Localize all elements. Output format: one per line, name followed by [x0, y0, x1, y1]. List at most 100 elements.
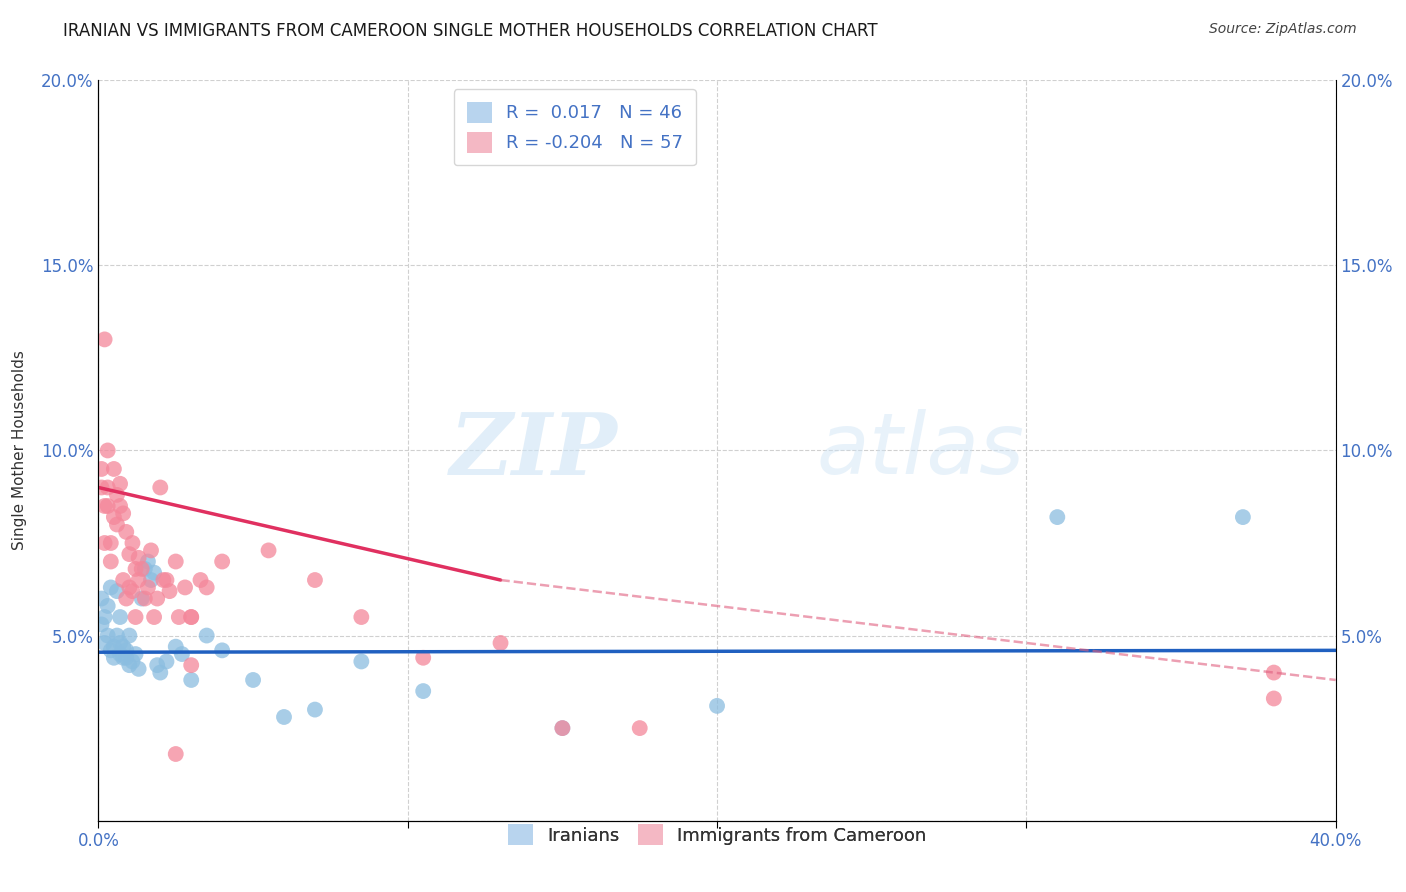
Point — [90, 462, 112, 476]
Point — [273, 710, 295, 724]
Point — [1046, 510, 1069, 524]
Point — [121, 655, 143, 669]
Point — [112, 573, 135, 587]
Point — [100, 554, 122, 569]
Point — [128, 573, 150, 587]
Point — [195, 581, 218, 595]
Point — [105, 517, 128, 532]
Point — [149, 665, 172, 680]
Y-axis label: Single Mother Households: Single Mother Households — [13, 351, 27, 550]
Point — [128, 662, 150, 676]
Point — [103, 510, 125, 524]
Point — [97, 481, 120, 495]
Point — [112, 650, 135, 665]
Point — [165, 554, 187, 569]
Point — [115, 524, 138, 539]
Point — [1263, 691, 1285, 706]
Point — [90, 617, 112, 632]
Point — [304, 703, 326, 717]
Point — [97, 599, 120, 613]
Point — [115, 643, 138, 657]
Point — [180, 610, 202, 624]
Point — [139, 573, 162, 587]
Point — [121, 584, 143, 599]
Point — [706, 698, 728, 713]
Point — [108, 610, 131, 624]
Point — [118, 628, 141, 642]
Point — [136, 554, 159, 569]
Point — [90, 481, 112, 495]
Point — [180, 673, 202, 687]
Point — [489, 636, 512, 650]
Point — [167, 610, 190, 624]
Point — [152, 573, 174, 587]
Point — [174, 581, 197, 595]
Point — [412, 684, 434, 698]
Point — [93, 536, 115, 550]
Point — [93, 332, 115, 346]
Point — [118, 547, 141, 561]
Point — [149, 481, 172, 495]
Point — [103, 640, 125, 654]
Text: Source: ZipAtlas.com: Source: ZipAtlas.com — [1209, 22, 1357, 37]
Point — [115, 650, 138, 665]
Point — [350, 655, 373, 669]
Point — [115, 591, 138, 606]
Point — [350, 610, 373, 624]
Point — [1232, 510, 1254, 524]
Point — [93, 610, 115, 624]
Point — [139, 543, 162, 558]
Legend: Iranians, Immigrants from Cameroon: Iranians, Immigrants from Cameroon — [501, 817, 934, 853]
Point — [128, 550, 150, 565]
Point — [211, 554, 233, 569]
Point — [97, 443, 120, 458]
Text: IRANIAN VS IMMIGRANTS FROM CAMEROON SINGLE MOTHER HOUSEHOLDS CORRELATION CHART: IRANIAN VS IMMIGRANTS FROM CAMEROON SING… — [63, 22, 877, 40]
Point — [136, 581, 159, 595]
Point — [195, 628, 218, 642]
Point — [134, 591, 156, 606]
Text: atlas: atlas — [815, 409, 1024, 492]
Point — [180, 610, 202, 624]
Point — [159, 584, 181, 599]
Point — [146, 591, 169, 606]
Point — [628, 721, 651, 735]
Point — [108, 647, 131, 661]
Point — [170, 647, 193, 661]
Point — [180, 658, 202, 673]
Point — [112, 507, 135, 521]
Point — [105, 584, 128, 599]
Point — [103, 650, 125, 665]
Point — [165, 747, 187, 761]
Point — [124, 647, 146, 661]
Point — [112, 640, 135, 654]
Point — [412, 650, 434, 665]
Point — [108, 476, 131, 491]
Point — [155, 655, 177, 669]
Point — [143, 610, 166, 624]
Point — [93, 499, 115, 513]
Point — [105, 628, 128, 642]
Point — [97, 499, 120, 513]
Point — [93, 636, 115, 650]
Point — [242, 673, 264, 687]
Point — [103, 462, 125, 476]
Point — [124, 562, 146, 576]
Point — [304, 573, 326, 587]
Point — [211, 643, 233, 657]
Point — [165, 640, 187, 654]
Text: ZIP: ZIP — [450, 409, 619, 492]
Point — [124, 610, 146, 624]
Point — [551, 721, 574, 735]
Point — [97, 628, 120, 642]
Point — [100, 536, 122, 550]
Point — [155, 573, 177, 587]
Point — [105, 488, 128, 502]
Point — [257, 543, 280, 558]
Point — [146, 658, 169, 673]
Point — [143, 566, 166, 580]
Point — [551, 721, 574, 735]
Point — [100, 643, 122, 657]
Point — [90, 591, 112, 606]
Point — [108, 636, 131, 650]
Point — [100, 581, 122, 595]
